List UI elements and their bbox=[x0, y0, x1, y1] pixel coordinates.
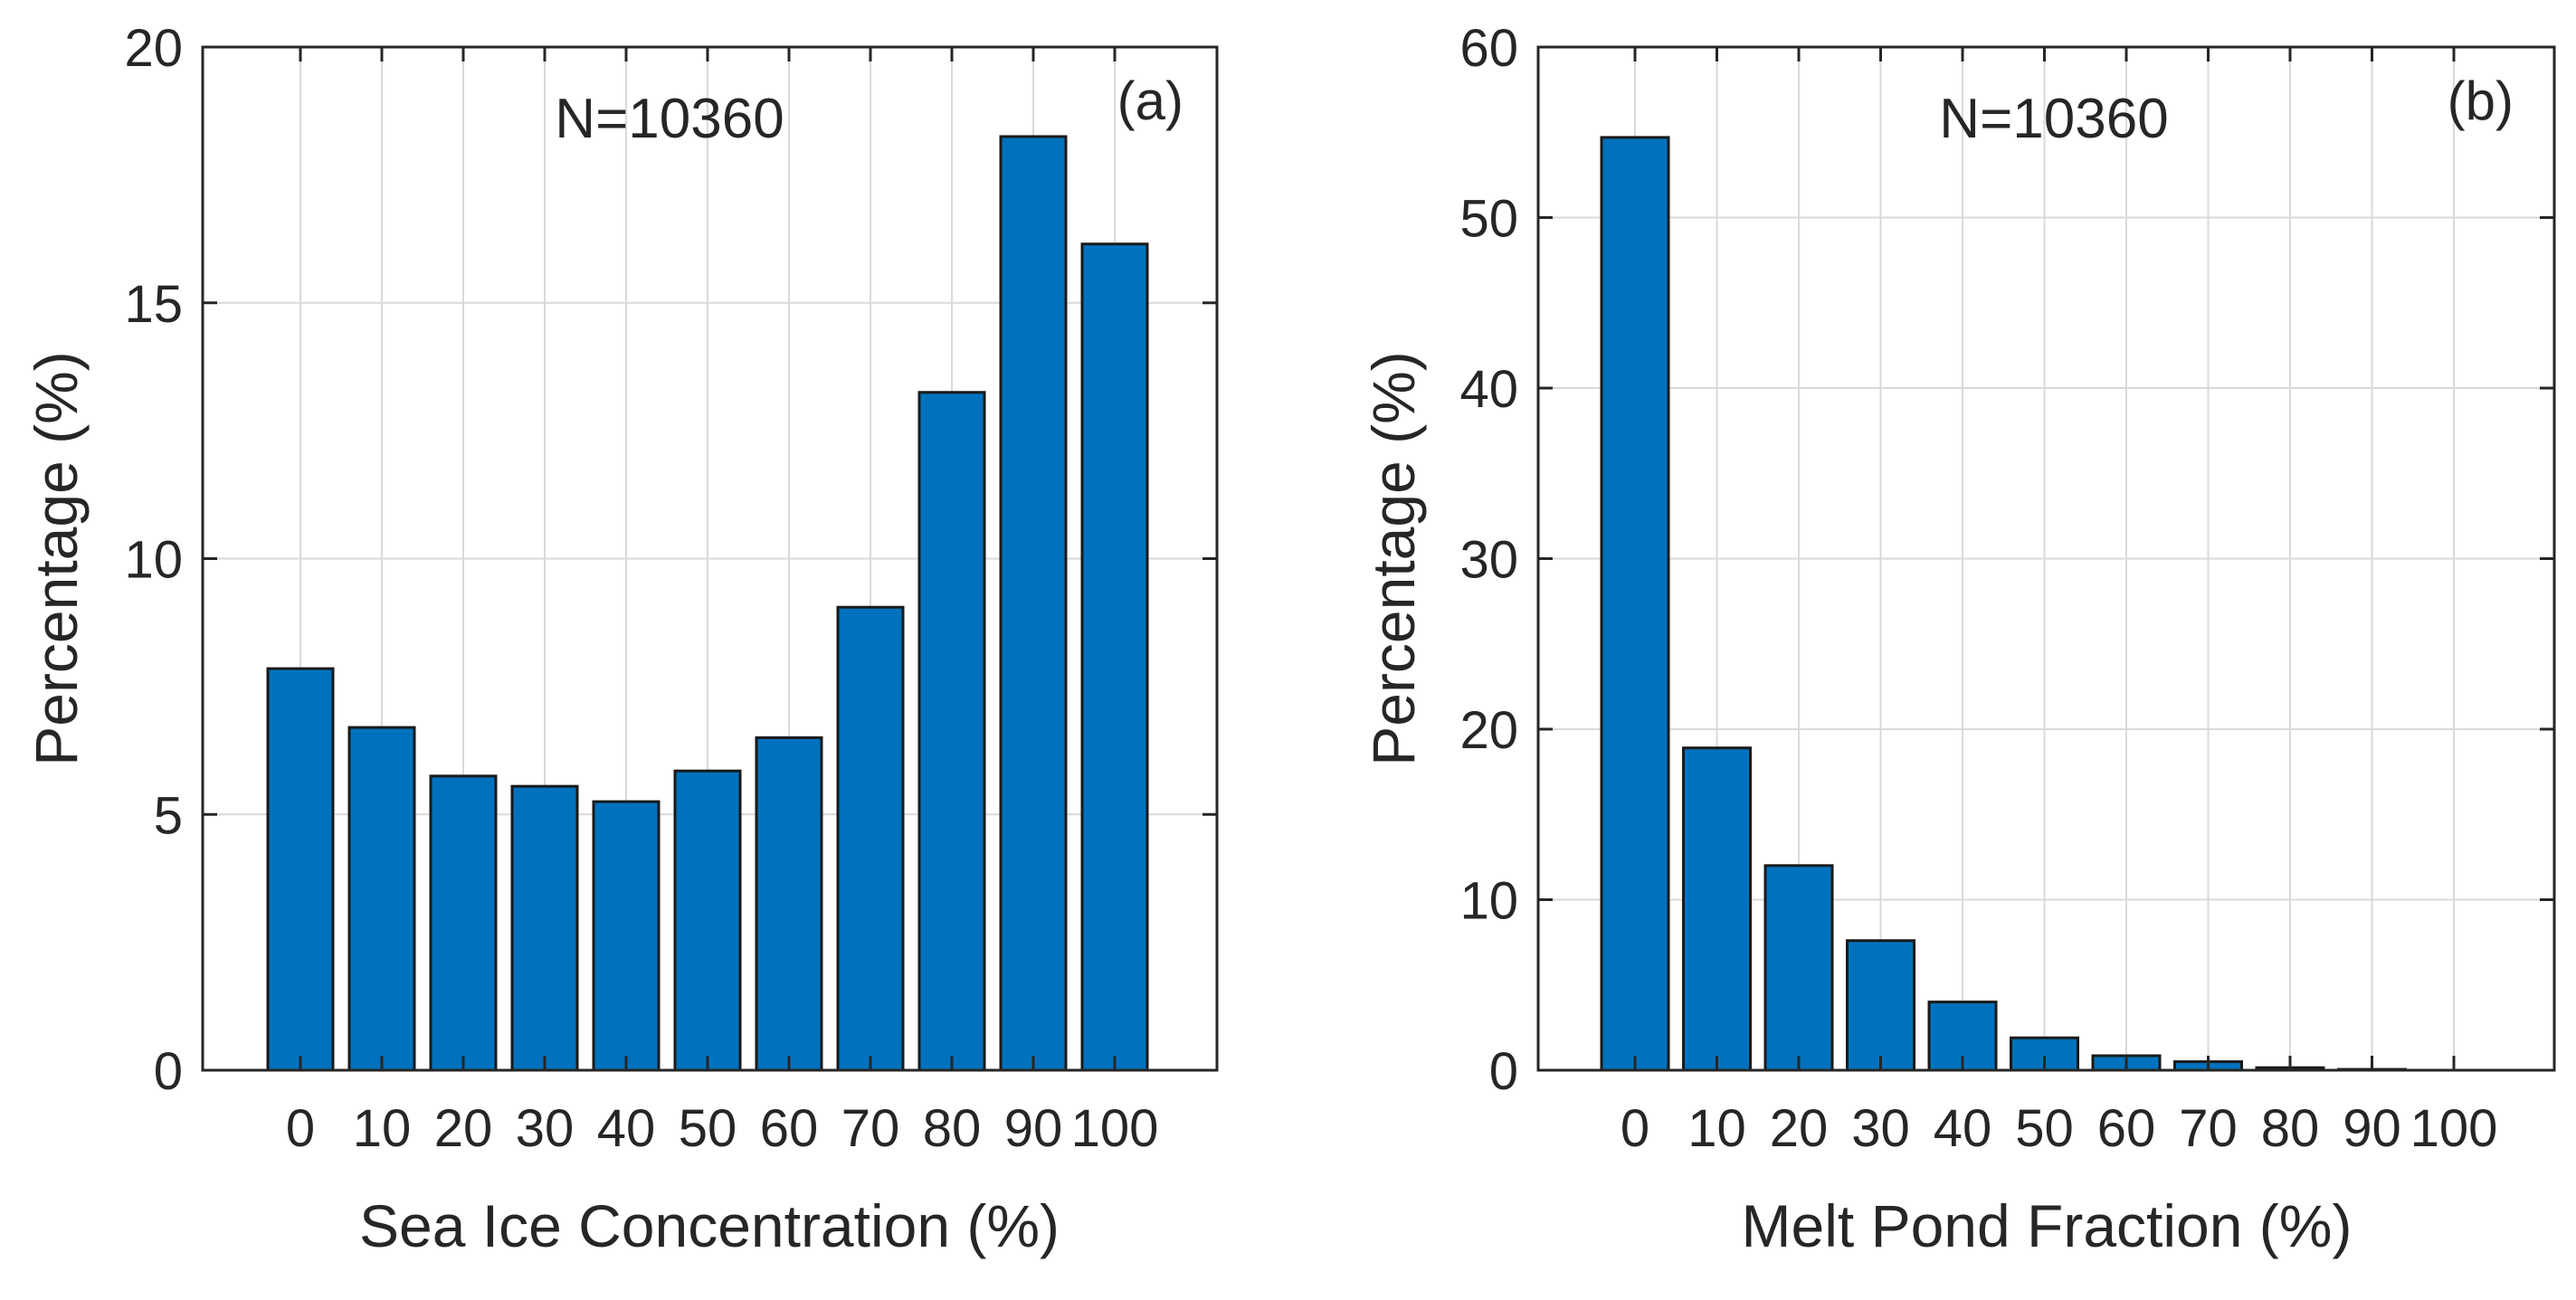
y-tick-label: 20 bbox=[1459, 701, 1518, 760]
y-tick-label: 20 bbox=[124, 19, 183, 78]
panel-b-x-tick-labels: 0 10 20 30 40 50 60 70 80 90 100 bbox=[1621, 1099, 2498, 1158]
panel-b-y-axis-label: Percentage (%) bbox=[1360, 351, 1427, 766]
x-tick-label: 90 bbox=[2343, 1099, 2401, 1158]
x-tick-label: 30 bbox=[516, 1099, 575, 1158]
y-tick-label: 15 bbox=[124, 275, 183, 334]
x-tick-label: 0 bbox=[1621, 1099, 1649, 1158]
x-tick-label: 50 bbox=[679, 1099, 737, 1158]
panel-b-sample-count: N=10360 bbox=[1939, 88, 2168, 150]
x-tick-label: 40 bbox=[1934, 1099, 1992, 1158]
x-tick-label: 60 bbox=[2097, 1099, 2156, 1158]
x-tick-label: 100 bbox=[1071, 1099, 1159, 1158]
bar-80 bbox=[917, 391, 986, 1072]
bar-70 bbox=[836, 605, 905, 1072]
x-tick-label: 100 bbox=[2410, 1099, 2498, 1158]
panel-a-bars bbox=[266, 135, 1149, 1072]
x-tick-label: 80 bbox=[2261, 1099, 2320, 1158]
x-tick-label: 60 bbox=[760, 1099, 819, 1158]
bar-100 bbox=[1080, 242, 1149, 1072]
y-tick-label: 10 bbox=[1459, 872, 1518, 931]
x-tick-label: 10 bbox=[1687, 1099, 1746, 1158]
bar-50 bbox=[673, 769, 742, 1072]
y-tick-label: 40 bbox=[1459, 360, 1518, 419]
bar-0 bbox=[1600, 136, 1670, 1072]
y-tick-label: 30 bbox=[1459, 531, 1518, 590]
x-tick-label: 10 bbox=[353, 1099, 412, 1158]
bar-10 bbox=[1682, 746, 1752, 1072]
bar-0 bbox=[266, 667, 335, 1072]
bar-90 bbox=[999, 135, 1068, 1072]
panel-b-x-axis-label: Melt Pond Fraction (%) bbox=[1742, 1192, 2353, 1259]
panel-a-ticks bbox=[203, 45, 1217, 1072]
panel-b-tag: (b) bbox=[2448, 71, 2514, 131]
y-tick-label: 0 bbox=[1489, 1042, 1518, 1101]
x-tick-label: 70 bbox=[841, 1099, 900, 1158]
panel-b-y-tick-labels: 0 10 20 30 40 50 60 bbox=[1459, 19, 1518, 1101]
bar-20 bbox=[429, 774, 498, 1072]
panel-a-x-axis-label: Sea Ice Concentration (%) bbox=[359, 1192, 1060, 1259]
x-tick-label: 70 bbox=[2179, 1099, 2238, 1158]
y-tick-label: 60 bbox=[1459, 19, 1518, 78]
bar-40 bbox=[592, 800, 661, 1072]
panel-a-y-tick-labels: 0 5 10 15 20 bbox=[124, 19, 183, 1101]
y-tick-label: 5 bbox=[154, 786, 183, 845]
y-tick-label: 0 bbox=[154, 1042, 183, 1101]
panel-b-ticks bbox=[1538, 45, 2554, 1072]
y-tick-label: 50 bbox=[1459, 190, 1518, 249]
panel-a-sample-count: N=10360 bbox=[555, 88, 784, 150]
panel-a-sea-ice-concentration: 0 5 10 15 20 0 10 20 30 40 50 60 70 80 90 100 Percenta… bbox=[23, 19, 1219, 1259]
panel-b-bars bbox=[1600, 136, 2407, 1072]
x-tick-label: 0 bbox=[286, 1099, 315, 1158]
x-tick-label: 40 bbox=[597, 1099, 656, 1158]
y-tick-label: 10 bbox=[124, 531, 183, 590]
bar-20 bbox=[1763, 864, 1834, 1072]
bar-60 bbox=[755, 735, 823, 1072]
panel-a-x-tick-labels: 0 10 20 30 40 50 60 70 80 90 100 bbox=[286, 1099, 1159, 1158]
x-tick-label: 50 bbox=[2015, 1099, 2074, 1158]
x-tick-label: 80 bbox=[923, 1099, 982, 1158]
panel-b-melt-pond-fraction: 0 10 20 30 40 50 60 0 10 20 30 40 50 60 70 80 90 100 Per… bbox=[1360, 19, 2556, 1259]
x-tick-label: 90 bbox=[1004, 1099, 1063, 1158]
x-tick-label: 20 bbox=[434, 1099, 493, 1158]
x-tick-label: 20 bbox=[1770, 1099, 1829, 1158]
panel-a-tag: (a) bbox=[1117, 71, 1183, 131]
x-tick-label: 30 bbox=[1851, 1099, 1910, 1158]
bar-30 bbox=[1846, 939, 1915, 1072]
panel-a-y-axis-label: Percentage (%) bbox=[23, 351, 90, 766]
bar-30 bbox=[510, 784, 579, 1072]
bar-10 bbox=[347, 726, 416, 1072]
